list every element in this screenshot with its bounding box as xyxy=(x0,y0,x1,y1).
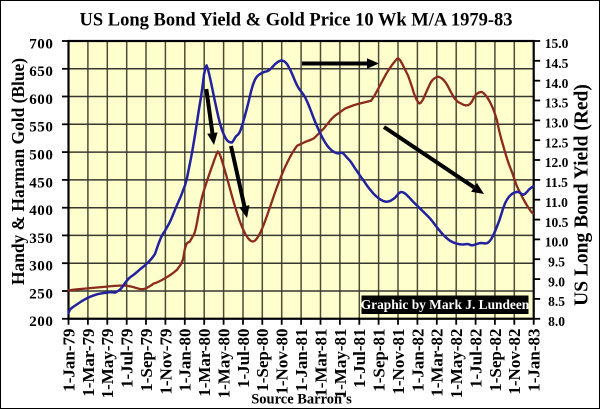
svg-text:1-Mar-80: 1-Mar-80 xyxy=(195,329,214,397)
svg-text:15.0: 15.0 xyxy=(545,36,569,51)
svg-text:1-Jan-79: 1-Jan-79 xyxy=(59,329,78,392)
svg-text:350: 350 xyxy=(29,231,53,247)
svg-text:1-Sep-81: 1-Sep-81 xyxy=(370,329,389,392)
svg-text:1-May-82: 1-May-82 xyxy=(447,329,466,399)
svg-text:450: 450 xyxy=(29,175,53,191)
svg-text:11.0: 11.0 xyxy=(545,195,568,210)
svg-text:1-Mar-82: 1-Mar-82 xyxy=(428,329,447,397)
svg-text:700: 700 xyxy=(29,36,53,52)
svg-text:1-Jul-80: 1-Jul-80 xyxy=(234,329,253,389)
svg-text:1-Jan-80: 1-Jan-80 xyxy=(176,329,195,392)
svg-text:13.0: 13.0 xyxy=(545,116,569,131)
svg-text:Source Barron's: Source Barron's xyxy=(251,392,352,408)
svg-text:1-Sep-80: 1-Sep-80 xyxy=(253,329,272,392)
svg-text:1-Sep-82: 1-Sep-82 xyxy=(486,329,505,392)
svg-text:200: 200 xyxy=(29,314,53,330)
svg-text:1-Nov-81: 1-Nov-81 xyxy=(389,329,408,395)
svg-text:1-Mar-79: 1-Mar-79 xyxy=(79,329,98,397)
svg-text:1-Jul-79: 1-Jul-79 xyxy=(118,329,137,389)
svg-text:500: 500 xyxy=(29,148,53,164)
svg-text:12.0: 12.0 xyxy=(545,155,569,170)
svg-text:8.5: 8.5 xyxy=(548,294,565,309)
svg-text:400: 400 xyxy=(29,203,53,219)
svg-text:1-Jul-81: 1-Jul-81 xyxy=(350,329,369,389)
svg-text:1-May-81: 1-May-81 xyxy=(331,329,350,399)
svg-text:1-Nov-79: 1-Nov-79 xyxy=(156,329,175,395)
svg-text:300: 300 xyxy=(29,259,53,275)
svg-text:13.5: 13.5 xyxy=(545,96,569,111)
svg-text:Graphic by Mark J. Lundeen: Graphic by Mark J. Lundeen xyxy=(361,297,530,312)
svg-text:14.5: 14.5 xyxy=(545,56,569,71)
svg-text:12.5: 12.5 xyxy=(545,135,569,150)
svg-text:14.0: 14.0 xyxy=(545,76,569,91)
svg-text:10.5: 10.5 xyxy=(545,215,569,230)
svg-text:1-Jul-82: 1-Jul-82 xyxy=(466,329,485,389)
svg-text:8.0: 8.0 xyxy=(548,314,565,329)
svg-text:US Long Bond Yield (Red): US Long Bond Yield (Red) xyxy=(572,84,593,306)
svg-text:Handy & Harman Gold (Blue): Handy & Harman Gold (Blue) xyxy=(8,58,28,285)
svg-text:1-Jan-83: 1-Jan-83 xyxy=(525,329,544,392)
svg-text:9.5: 9.5 xyxy=(548,254,565,269)
svg-text:US Long Bond Yield & Gold Pric: US Long Bond Yield & Gold Price 10 Wk M/… xyxy=(79,11,512,31)
svg-text:1-Jan-82: 1-Jan-82 xyxy=(408,329,427,392)
svg-text:650: 650 xyxy=(29,64,53,80)
svg-text:550: 550 xyxy=(29,120,53,136)
svg-text:1-May-80: 1-May-80 xyxy=(215,329,234,399)
svg-text:1-Mar-81: 1-Mar-81 xyxy=(311,329,330,397)
svg-text:1-May-79: 1-May-79 xyxy=(98,329,117,399)
svg-text:9.0: 9.0 xyxy=(548,274,565,289)
svg-text:1-Sep-79: 1-Sep-79 xyxy=(137,329,156,392)
svg-text:11.5: 11.5 xyxy=(545,175,568,190)
svg-text:250: 250 xyxy=(29,286,53,302)
svg-text:1-Nov-80: 1-Nov-80 xyxy=(273,329,292,395)
svg-text:1-Jan-81: 1-Jan-81 xyxy=(292,329,311,392)
svg-text:600: 600 xyxy=(29,92,53,108)
svg-text:10.0: 10.0 xyxy=(545,235,569,250)
svg-text:1-Nov-82: 1-Nov-82 xyxy=(505,329,524,395)
